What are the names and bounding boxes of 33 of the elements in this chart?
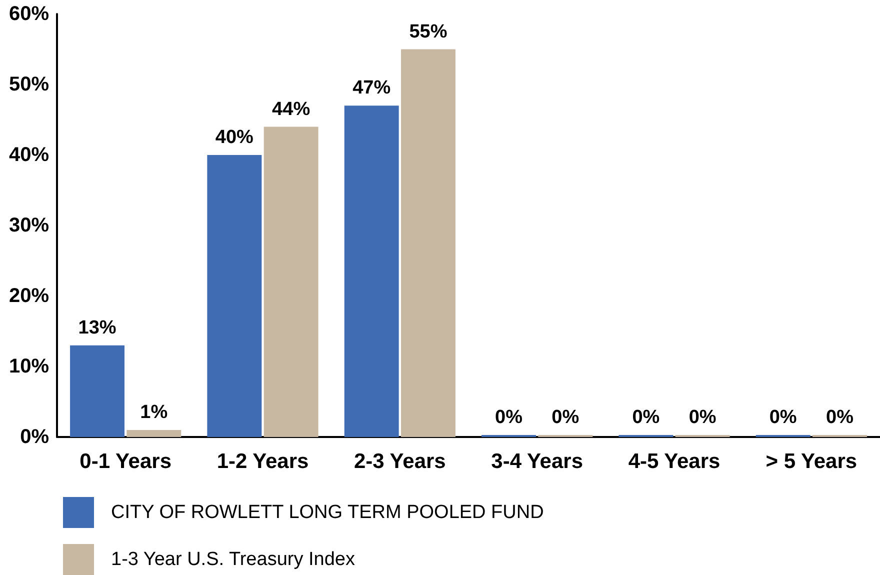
y-tick-label: 20% xyxy=(8,285,50,307)
data-label: 0% xyxy=(632,407,660,428)
bar xyxy=(401,49,456,437)
y-tick-label: 30% xyxy=(8,214,50,236)
data-label: 0% xyxy=(688,407,716,428)
y-tick-label: 50% xyxy=(8,74,50,96)
legend-label: CITY OF ROWLETT LONG TERM POOLED FUND xyxy=(111,502,544,523)
data-label: 47% xyxy=(352,78,391,99)
x-tick-label: > 5 Years xyxy=(766,450,858,473)
y-tick-label: 0% xyxy=(20,426,50,448)
bar xyxy=(70,345,124,437)
legend-label: 1-3 Year U.S. Treasury Index xyxy=(111,549,356,570)
x-tick-label: 3-4 Years xyxy=(491,450,584,473)
data-label: 0% xyxy=(769,407,797,428)
data-label: 13% xyxy=(78,317,116,338)
bar xyxy=(207,155,262,437)
data-label: 1% xyxy=(140,402,168,423)
y-tick-label: 40% xyxy=(8,144,50,166)
data-label: 0% xyxy=(495,407,523,428)
x-tick-label: 2-3 Years xyxy=(354,450,446,473)
y-tick-label: 10% xyxy=(8,356,50,378)
bar xyxy=(264,126,318,437)
data-label: 40% xyxy=(215,127,254,148)
data-label: 44% xyxy=(272,98,310,120)
y-tick-label: 60% xyxy=(8,3,50,25)
x-tick-label: 4-5 Years xyxy=(628,450,720,473)
data-label: 55% xyxy=(409,21,448,42)
data-label: 0% xyxy=(826,407,854,428)
bar xyxy=(344,106,399,437)
bar xyxy=(126,430,182,437)
x-tick-label: 1-2 Years xyxy=(216,450,309,473)
data-label: 0% xyxy=(552,407,580,428)
x-tick-label: 0-1 Years xyxy=(80,450,172,473)
